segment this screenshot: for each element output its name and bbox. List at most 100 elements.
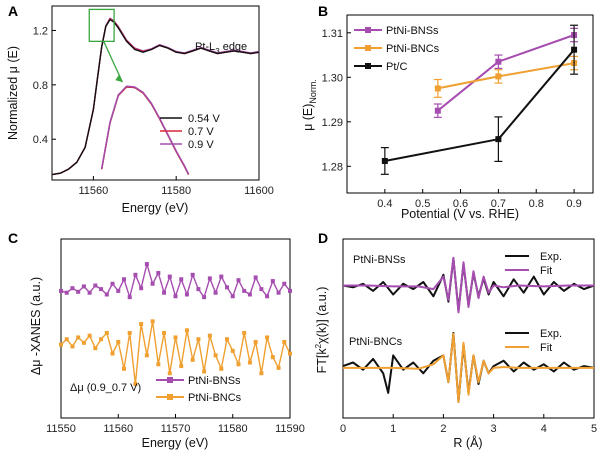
panel-c-legend-marker-bncs — [167, 394, 173, 400]
panel-c-legend-marker-bnss — [167, 377, 173, 383]
panel-c-point-0-39 — [282, 281, 287, 286]
panel-c-x-axis-label: Energy (eV) — [142, 436, 209, 450]
panel-d-legend-top-label-exp: Exp. — [540, 251, 562, 263]
panel-c-point-1-34 — [253, 339, 258, 344]
panel-a-inset-curve-2 — [101, 85, 190, 175]
panel-c-legend-label-bncs: PtNi-BNCs — [188, 392, 242, 404]
panel-c-point-0-14 — [139, 286, 144, 291]
panel-c-point-0-10 — [116, 288, 121, 293]
panel-c-point-1-1 — [64, 337, 69, 342]
panel-a-y-tick-label-0: 0.4 — [33, 134, 48, 146]
panel-d-x-tick-label-3: 3 — [491, 423, 497, 435]
panel-c-point-0-6 — [93, 283, 98, 288]
panel-b-x-axis-label: Potential (V vs. RHE) — [401, 207, 519, 221]
panel-d: D 0 1 2 3 4 5 R (Å) FT[k2χ(k)] (a.u.) PtNi-BN… — [314, 230, 597, 450]
panel-c-point-1-30 — [230, 348, 235, 353]
panel-c-point-1-0 — [59, 342, 63, 347]
panel-a-y-tick-label-2: 1.2 — [33, 25, 48, 37]
panel-c-point-0-3 — [76, 289, 81, 294]
panel-d-label: D — [318, 230, 328, 246]
panel-c-point-0-31 — [236, 278, 241, 283]
panel-c-plot-area — [59, 262, 292, 386]
panel-b-x-tick-label-4: 0.8 — [529, 198, 544, 210]
panel-c-point-0-28 — [219, 274, 224, 279]
panel-c-point-0-4 — [81, 284, 86, 289]
panel-c-point-1-17 — [156, 362, 161, 367]
panel-d-legend-top-label-fit: Fit — [540, 265, 552, 277]
panel-d-x-tick-label-4: 4 — [541, 423, 547, 435]
panel-d-bnss-annotation: PtNi-BNSs — [353, 254, 406, 266]
panel-c-point-1-31 — [236, 362, 241, 367]
panel-c-point-1-20 — [173, 335, 178, 340]
panel-c-point-1-5 — [87, 333, 92, 338]
panel-c-point-1-32 — [242, 330, 247, 335]
panel-c-point-0-18 — [162, 290, 167, 295]
panel-a-frame — [51, 5, 260, 181]
panel-c-legend: PtNi-BNSs PtNi-BNCs — [156, 375, 242, 404]
panel-d-x-tick-label-5: 5 — [591, 423, 597, 435]
panel-c-x-tick-label-1: 11560 — [103, 423, 133, 435]
panel-b-point-2-1 — [495, 136, 502, 143]
panel-c-y-axis-label: Δμ -XANES (a.u.) — [29, 277, 43, 375]
panel-c-point-1-26 — [207, 333, 212, 338]
panel-c-point-1-35 — [259, 371, 264, 376]
panel-c-point-0-5 — [87, 290, 92, 295]
panel-b-point-0-1 — [495, 58, 502, 65]
panel-c-point-0-22 — [184, 292, 189, 297]
panel-c-point-1-2 — [70, 344, 75, 349]
panel-c-point-1-8 — [104, 330, 109, 335]
panel-d-group-1-series-1 — [343, 332, 594, 403]
panel-c-point-1-28 — [219, 366, 224, 371]
panel-c-x-tick-label-2: 11570 — [161, 423, 191, 435]
panel-b-legend: PtNi-BNSs PtNi-BNCs Pt/C — [354, 25, 440, 73]
panel-a: A 11560 11580 11600 0.4 0.8 1.2 Energy (eV) N… — [6, 3, 274, 215]
panel-b-legend-marker-bnss — [365, 27, 371, 33]
panel-a-zoom-arrow-head — [115, 74, 123, 83]
panel-c-point-0-26 — [207, 276, 212, 281]
panel-b-legend-label-bncs: PtNi-BNCs — [386, 43, 440, 55]
panel-b-y-tick-label-0: 1.28 — [322, 161, 343, 173]
panel-d-legend-bottom: Exp. Fit — [505, 328, 562, 354]
panel-b-legend-marker-ptc — [365, 63, 371, 69]
panel-c-point-0-2 — [70, 286, 75, 291]
panel-c-point-1-24 — [196, 337, 201, 342]
panel-b-legend-label-bnss: PtNi-BNSs — [386, 25, 439, 37]
panel-b-series-line-1 — [437, 62, 575, 90]
panel-c-point-0-27 — [213, 290, 218, 295]
panel-d-x-tick-label-2: 2 — [440, 423, 446, 435]
panel-b-y-tick-label-3: 1.31 — [322, 28, 343, 40]
panel-c-point-0-0 — [59, 288, 63, 293]
panel-b-x-tick-label-1: 0.5 — [415, 198, 430, 210]
panel-b-series-line-2 — [384, 49, 575, 162]
panel-d-legend-bottom-label-fit: Fit — [540, 342, 552, 354]
panel-a-legend: 0.54 V 0.7 V 0.9 V — [160, 113, 220, 151]
panel-c-point-0-16 — [150, 281, 155, 286]
panel-c-point-0-25 — [202, 295, 207, 300]
panel-b-y-tick-label-2: 1.30 — [322, 72, 343, 84]
panel-c-point-0-20 — [173, 294, 178, 299]
panel-b-x-tick-label-0: 0.4 — [377, 198, 392, 210]
panel-c-point-0-32 — [242, 288, 247, 293]
panel-b-ticks: 0.4 0.5 0.6 0.7 0.8 0.9 1.28 1.29 1.30 1.31 — [322, 28, 582, 210]
panel-a-plot-area — [51, 8, 260, 176]
panel-c-point-1-10 — [116, 339, 121, 344]
panel-c-x-tick-label-0: 11550 — [46, 423, 76, 435]
panel-b-y-tick-label-1: 1.29 — [322, 117, 343, 129]
panel-b-point-2-2 — [571, 46, 578, 53]
panel-c-point-0-23 — [190, 272, 195, 277]
panel-c-point-1-11 — [121, 366, 126, 371]
panel-c-legend-label-bnss: PtNi-BNSs — [188, 375, 241, 387]
panel-c-point-1-15 — [144, 353, 149, 358]
panel-c-point-0-24 — [196, 287, 201, 292]
panel-a-zoom-box — [88, 8, 115, 42]
panel-d-x-axis-label: R (Å) — [453, 435, 482, 450]
panel-c-point-1-6 — [93, 346, 98, 351]
panel-a-label: A — [8, 3, 18, 19]
panel-c-point-0-29 — [225, 285, 230, 290]
panel-a-legend-label-09: 0.9 V — [188, 139, 214, 151]
panel-c-point-1-12 — [127, 330, 132, 335]
panel-b-x-tick-label-3: 0.7 — [491, 198, 506, 210]
panel-c-point-0-36 — [265, 294, 270, 299]
panel-d-group-0-series-1 — [343, 256, 594, 314]
